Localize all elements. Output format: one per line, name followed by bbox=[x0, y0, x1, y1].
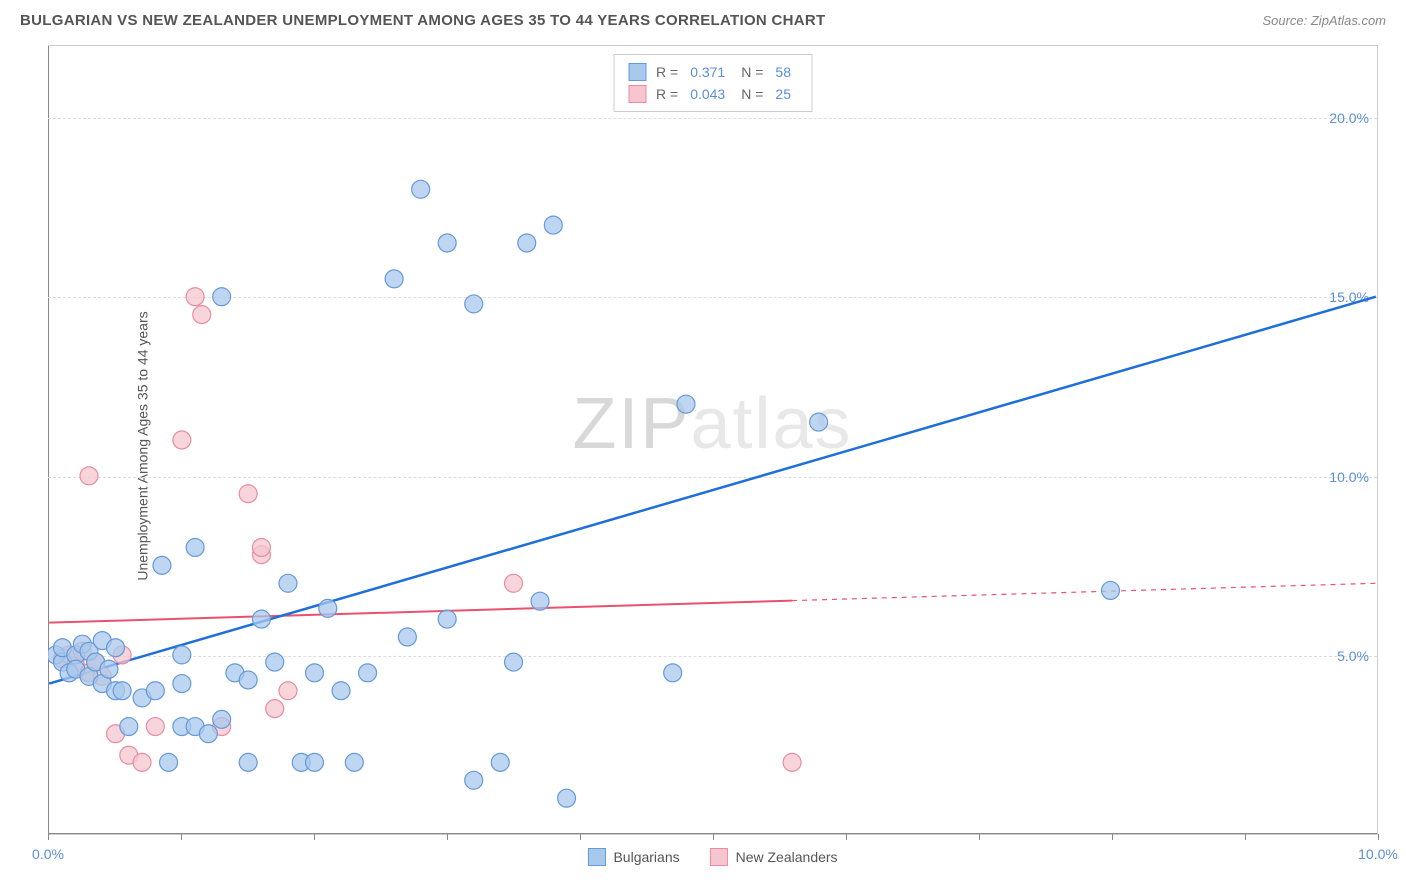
x-tick bbox=[181, 834, 182, 840]
data-point-bulgarians bbox=[279, 574, 297, 592]
x-tick bbox=[580, 834, 581, 840]
legend-item: New Zealanders bbox=[710, 848, 838, 866]
x-tick bbox=[447, 834, 448, 840]
legend-swatch bbox=[710, 848, 728, 866]
legend-row: R = 0.371 N = 58 bbox=[628, 61, 797, 83]
chart-source: Source: ZipAtlas.com bbox=[1262, 13, 1386, 28]
data-point-bulgarians bbox=[1102, 581, 1120, 599]
data-point-bulgarians bbox=[412, 180, 430, 198]
data-point-bulgarians bbox=[518, 234, 536, 252]
data-point-newzealanders bbox=[239, 485, 257, 503]
data-point-bulgarians bbox=[531, 592, 549, 610]
r-label: R = bbox=[656, 86, 678, 102]
legend-label: New Zealanders bbox=[736, 849, 838, 865]
data-point-bulgarians bbox=[319, 599, 337, 617]
data-point-bulgarians bbox=[100, 660, 118, 678]
trend-line-newzealanders bbox=[49, 601, 792, 623]
data-point-bulgarians bbox=[664, 664, 682, 682]
x-tick bbox=[979, 834, 980, 840]
n-label: N = bbox=[741, 86, 763, 102]
r-value: 0.371 bbox=[690, 64, 725, 80]
data-point-bulgarians bbox=[544, 216, 562, 234]
legend-swatch bbox=[628, 85, 646, 103]
data-point-bulgarians bbox=[146, 682, 164, 700]
data-point-bulgarians bbox=[332, 682, 350, 700]
data-point-bulgarians bbox=[438, 610, 456, 628]
data-point-newzealanders bbox=[252, 538, 270, 556]
data-point-bulgarians bbox=[199, 725, 217, 743]
chart-title: BULGARIAN VS NEW ZEALANDER UNEMPLOYMENT … bbox=[20, 12, 826, 29]
x-tick bbox=[1245, 834, 1246, 840]
data-point-bulgarians bbox=[438, 234, 456, 252]
data-point-bulgarians bbox=[173, 646, 191, 664]
x-tick bbox=[1378, 834, 1379, 840]
data-point-newzealanders bbox=[173, 431, 191, 449]
data-point-bulgarians bbox=[239, 753, 257, 771]
data-point-bulgarians bbox=[385, 270, 403, 288]
data-point-bulgarians bbox=[120, 718, 138, 736]
data-point-bulgarians bbox=[239, 671, 257, 689]
n-value: 25 bbox=[775, 86, 791, 102]
x-tick bbox=[846, 834, 847, 840]
trend-line-dashed-newzealanders bbox=[792, 583, 1376, 600]
data-point-newzealanders bbox=[266, 700, 284, 718]
data-point-bulgarians bbox=[810, 413, 828, 431]
data-point-bulgarians bbox=[252, 610, 270, 628]
data-point-bulgarians bbox=[306, 664, 324, 682]
data-point-bulgarians bbox=[505, 653, 523, 671]
legend-swatch bbox=[628, 63, 646, 81]
x-tick bbox=[48, 834, 49, 840]
data-point-newzealanders bbox=[279, 682, 297, 700]
data-point-bulgarians bbox=[186, 538, 204, 556]
data-point-bulgarians bbox=[173, 675, 191, 693]
chart-container: ZIPatlas R = 0.371 N = 58 R = 0.043 N = … bbox=[48, 45, 1378, 835]
data-point-bulgarians bbox=[266, 653, 284, 671]
legend-item: Bulgarians bbox=[587, 848, 679, 866]
x-tick-label: 0.0% bbox=[32, 846, 64, 862]
data-point-bulgarians bbox=[213, 710, 231, 728]
legend-row: R = 0.043 N = 25 bbox=[628, 83, 797, 105]
n-value: 58 bbox=[775, 64, 791, 80]
data-point-bulgarians bbox=[491, 753, 509, 771]
x-tick bbox=[314, 834, 315, 840]
chart-header: BULGARIAN VS NEW ZEALANDER UNEMPLOYMENT … bbox=[0, 0, 1406, 37]
plot-svg bbox=[48, 46, 1377, 834]
data-point-bulgarians bbox=[359, 664, 377, 682]
data-point-bulgarians bbox=[160, 753, 178, 771]
data-point-bulgarians bbox=[558, 789, 576, 807]
data-point-bulgarians bbox=[398, 628, 416, 646]
data-point-bulgarians bbox=[345, 753, 363, 771]
n-label: N = bbox=[741, 64, 763, 80]
data-point-newzealanders bbox=[146, 718, 164, 736]
data-point-newzealanders bbox=[80, 467, 98, 485]
x-tick bbox=[713, 834, 714, 840]
data-point-bulgarians bbox=[113, 682, 131, 700]
x-tick bbox=[1112, 834, 1113, 840]
data-point-newzealanders bbox=[133, 753, 151, 771]
legend-swatch bbox=[587, 848, 605, 866]
data-point-bulgarians bbox=[465, 771, 483, 789]
legend-label: Bulgarians bbox=[613, 849, 679, 865]
data-point-newzealanders bbox=[783, 753, 801, 771]
data-point-bulgarians bbox=[153, 556, 171, 574]
data-point-newzealanders bbox=[193, 306, 211, 324]
data-point-bulgarians bbox=[465, 295, 483, 313]
r-value: 0.043 bbox=[690, 86, 725, 102]
data-point-newzealanders bbox=[505, 574, 523, 592]
data-point-bulgarians bbox=[107, 639, 125, 657]
series-legend: Bulgarians New Zealanders bbox=[587, 848, 837, 866]
correlation-legend: R = 0.371 N = 58 R = 0.043 N = 25 bbox=[613, 54, 812, 112]
r-label: R = bbox=[656, 64, 678, 80]
data-point-newzealanders bbox=[186, 288, 204, 306]
data-point-bulgarians bbox=[677, 395, 695, 413]
data-point-bulgarians bbox=[213, 288, 231, 306]
x-tick-label: 10.0% bbox=[1358, 846, 1398, 862]
data-point-bulgarians bbox=[306, 753, 324, 771]
